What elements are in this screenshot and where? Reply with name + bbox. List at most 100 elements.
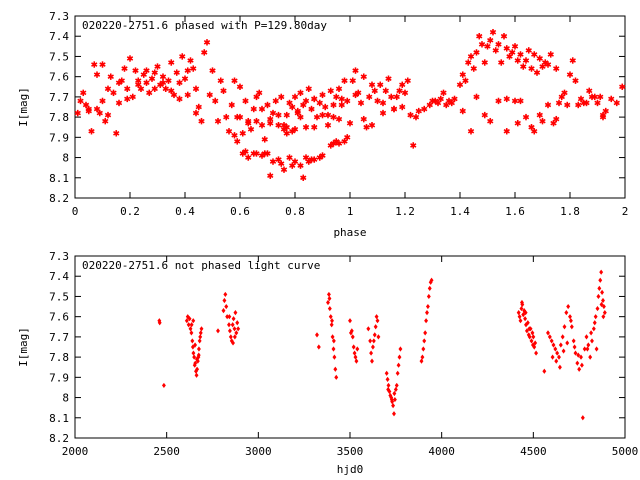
data-point: [223, 113, 230, 121]
data-point: [509, 49, 516, 56]
data-point: [195, 358, 200, 364]
data-point: [557, 364, 562, 370]
data-point: [547, 334, 552, 340]
data-point: [333, 366, 338, 372]
data-point: [344, 134, 351, 141]
data-point: [231, 77, 238, 84]
data-point: [568, 314, 572, 320]
data-point: [283, 130, 290, 137]
data-point: [586, 342, 591, 348]
data-point: [481, 59, 488, 66]
x-tick-label: 1.6: [505, 205, 525, 218]
data-point: [297, 113, 304, 121]
data-point: [256, 89, 263, 97]
data-point: [503, 45, 510, 52]
data-point: [389, 394, 394, 401]
data-point: [264, 101, 271, 109]
data-point: [333, 93, 340, 101]
data-point: [599, 301, 604, 308]
data-point: [530, 330, 535, 336]
data-point: [126, 55, 134, 62]
data-point: [585, 346, 590, 352]
data-point: [525, 320, 530, 326]
data-point: [291, 158, 299, 165]
data-point: [283, 111, 290, 119]
data-point: [516, 310, 521, 316]
data-point: [352, 67, 359, 74]
y-axis-label: I[mag]: [17, 87, 30, 127]
data-point: [341, 138, 348, 145]
data-point: [539, 117, 546, 125]
y-tick-labels: 7.3 7.4 7.5 7.6 7.7 7.8 7.9 8 8.1 8.2: [49, 10, 69, 205]
data-point: [195, 366, 200, 372]
data-point: [591, 93, 598, 101]
data-point: [176, 79, 183, 86]
data-point: [593, 314, 598, 320]
data-point: [375, 318, 380, 324]
data-point: [77, 97, 84, 105]
data-point: [253, 93, 260, 101]
data-point: [199, 326, 204, 332]
data-point: [394, 382, 399, 389]
data-point: [561, 348, 566, 354]
y-tick-labels: 7.3 7.4 7.5 7.6 7.7 7.8 7.9 8 8.1 8.2: [49, 250, 69, 445]
data-point: [173, 69, 180, 76]
data-point: [425, 303, 430, 310]
data-point: [99, 97, 106, 105]
data-point: [316, 344, 321, 350]
data-point: [232, 326, 237, 332]
data-point: [129, 93, 136, 101]
data-point: [187, 316, 192, 322]
data-point: [371, 87, 378, 95]
data-point: [598, 277, 603, 283]
data-point: [398, 346, 403, 352]
data-point: [143, 67, 150, 74]
data-point: [517, 97, 524, 105]
data-point: [514, 57, 521, 64]
data-point: [401, 89, 409, 97]
data-point: [366, 93, 373, 101]
data-point: [184, 91, 191, 99]
data-point: [354, 358, 359, 364]
data-point: [196, 352, 201, 358]
data-point: [536, 111, 543, 119]
data-point: [302, 124, 310, 131]
data-point: [554, 358, 559, 364]
data-point: [324, 111, 332, 119]
y-tick-label: 7.8: [49, 111, 69, 124]
data-point: [459, 71, 466, 78]
data-point: [391, 403, 396, 409]
data-point: [234, 138, 241, 145]
data-point: [437, 95, 444, 103]
data-point: [223, 291, 228, 298]
y-tick-label: 7.6: [49, 71, 69, 84]
data-point: [286, 99, 293, 107]
data-point: [529, 338, 534, 344]
data-point: [269, 158, 277, 165]
data-point: [275, 122, 282, 129]
data-point: [498, 59, 505, 66]
data-point: [528, 65, 535, 72]
data-point: [104, 111, 112, 119]
data-point: [286, 154, 293, 161]
data-point: [527, 334, 532, 340]
data-point: [363, 124, 370, 131]
data-point: [267, 119, 274, 127]
data-point: [524, 328, 529, 334]
data-point: [522, 113, 530, 121]
data-point: [154, 63, 161, 70]
data-point: [575, 101, 582, 109]
x-tick-label: 1.2: [395, 205, 415, 218]
data-point: [93, 105, 101, 113]
x-axis-label: phase: [333, 226, 366, 239]
data-point: [393, 386, 398, 393]
data-point: [591, 326, 596, 332]
data-point: [214, 117, 222, 125]
data-point: [404, 77, 411, 84]
data-point: [589, 330, 594, 336]
data-point: [519, 305, 524, 312]
data-point: [348, 318, 352, 324]
data-point: [280, 166, 288, 173]
data-point: [473, 49, 480, 56]
